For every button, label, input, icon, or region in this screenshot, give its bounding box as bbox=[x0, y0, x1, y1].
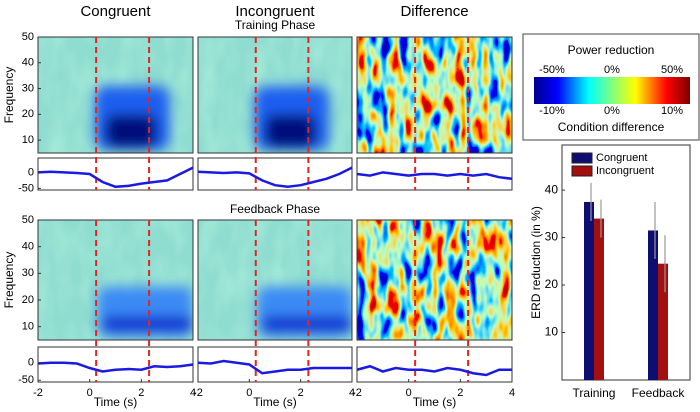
column-title: Incongruent bbox=[235, 3, 315, 20]
bar bbox=[648, 230, 658, 380]
trace-line bbox=[197, 166, 353, 189]
heatmap-frame bbox=[37, 36, 194, 154]
colorbar-tick-label: 0% bbox=[604, 64, 620, 76]
legend-swatch bbox=[571, 152, 593, 164]
x-axis-label: Time (s) bbox=[94, 395, 138, 409]
y-tick-label: 40 bbox=[545, 182, 559, 196]
x-tick-label: 2 bbox=[138, 387, 144, 399]
column-title: Congruent bbox=[80, 3, 151, 20]
heatmap-noise bbox=[357, 37, 512, 153]
y-tick-label: 50 bbox=[22, 31, 34, 43]
colorbar-title: Power reduction bbox=[568, 43, 655, 57]
heatmap bbox=[198, 220, 352, 340]
blob-inner bbox=[264, 114, 317, 148]
x-axis-label: Time (s) bbox=[253, 395, 297, 409]
trace-tick-label: 0 bbox=[28, 166, 34, 178]
trace-frame bbox=[37, 346, 194, 383]
trace-frame bbox=[197, 346, 353, 383]
trace-line bbox=[37, 361, 194, 373]
y-axis-label: Frequency bbox=[2, 67, 16, 124]
trace-tick-label: -50 bbox=[18, 182, 34, 194]
heatmap bbox=[357, 220, 512, 340]
colorbar-tick-label: 50% bbox=[661, 64, 683, 76]
x-tick-label: Training bbox=[573, 386, 616, 400]
bar bbox=[584, 201, 594, 380]
x-tick-label: 2 bbox=[298, 387, 304, 399]
y-tick-label: 10 bbox=[545, 325, 559, 339]
y-tick-label: 20 bbox=[22, 294, 34, 306]
plot-frame bbox=[561, 144, 691, 381]
y-axis-label: Frequency bbox=[2, 252, 16, 309]
heatmap bbox=[38, 37, 193, 153]
y-axis-label: ERD reduction (in %) bbox=[529, 206, 543, 319]
colorbar-tick-label: 10% bbox=[661, 105, 683, 117]
heatmap-frame bbox=[197, 36, 353, 154]
x-tick-label: -2 bbox=[33, 387, 43, 399]
y-tick-label: 20 bbox=[22, 108, 34, 120]
heatmap bbox=[357, 37, 512, 153]
blob bbox=[257, 286, 352, 338]
trace-frame bbox=[37, 157, 194, 191]
heatmap-frame bbox=[197, 219, 353, 341]
blob bbox=[97, 286, 193, 338]
trace-tick-label: 0 bbox=[28, 357, 34, 369]
column-title: Difference bbox=[400, 3, 468, 20]
phase-title: Feedback Phase bbox=[230, 202, 320, 216]
trace-line bbox=[356, 171, 513, 181]
colorbar-tick-label: -10% bbox=[539, 105, 565, 117]
x-tick-label: 4 bbox=[190, 387, 196, 399]
x-tick-label: -2 bbox=[352, 387, 362, 399]
heatmap-frame bbox=[356, 219, 513, 341]
colorbar-label: Condition difference bbox=[558, 120, 665, 134]
trace-frame bbox=[356, 346, 513, 383]
y-tick-label: 30 bbox=[22, 82, 34, 94]
legend-swatch bbox=[571, 165, 593, 177]
y-tick-label: 10 bbox=[22, 134, 34, 146]
blob-inner bbox=[262, 316, 352, 332]
blob bbox=[254, 85, 329, 151]
x-tick-label: 2 bbox=[457, 387, 463, 399]
colorbar bbox=[534, 77, 690, 104]
y-tick-label: 30 bbox=[545, 230, 559, 244]
y-tick-label: 20 bbox=[545, 277, 559, 291]
blob bbox=[94, 85, 170, 151]
heatmap bbox=[198, 37, 352, 153]
legend-label: Incongruent bbox=[596, 165, 654, 177]
bar bbox=[658, 263, 668, 380]
heatmap-frame bbox=[356, 36, 513, 154]
legend-label: Congruent bbox=[596, 152, 647, 164]
x-axis-label: Time (s) bbox=[413, 395, 457, 409]
blob-inner bbox=[102, 316, 193, 332]
colorbar-tick-label: -50% bbox=[539, 64, 565, 76]
trace-line bbox=[197, 359, 352, 375]
y-tick-label: 40 bbox=[22, 241, 34, 253]
heatmap-frame bbox=[37, 219, 194, 341]
y-tick-label: 40 bbox=[22, 57, 34, 69]
x-tick-label: 0 bbox=[246, 387, 252, 399]
y-tick-label: 10 bbox=[22, 321, 34, 333]
x-tick-label: -2 bbox=[193, 387, 203, 399]
trace-line bbox=[37, 166, 194, 189]
x-tick-label: 0 bbox=[87, 387, 93, 399]
phase-title: Training Phase bbox=[235, 18, 316, 32]
heatmap bbox=[38, 220, 193, 340]
heatmap-noise bbox=[357, 220, 512, 340]
trace-line bbox=[356, 364, 512, 377]
colorbar-tick-label: 0% bbox=[604, 105, 620, 117]
x-tick-label: 0 bbox=[406, 387, 412, 399]
x-tick-label: Feedback bbox=[632, 386, 686, 400]
x-tick-label: 4 bbox=[349, 387, 355, 399]
blob-inner bbox=[105, 114, 157, 148]
y-tick-label: 30 bbox=[22, 267, 34, 279]
trace-tick-label: -50 bbox=[18, 374, 34, 386]
x-tick-label: 4 bbox=[509, 387, 515, 399]
bar bbox=[594, 218, 604, 380]
y-tick-label: 50 bbox=[22, 214, 34, 226]
